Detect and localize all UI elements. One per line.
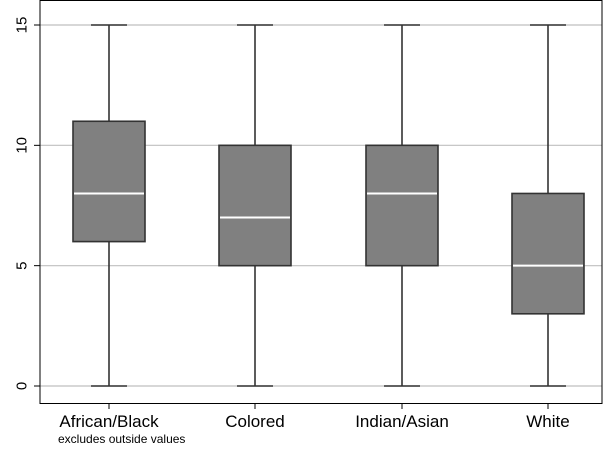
boxes	[72, 24, 585, 387]
category-label-4: White	[526, 412, 569, 431]
box-1	[72, 24, 146, 387]
y-tick-label-5: 5	[14, 261, 31, 269]
iqr-box	[365, 144, 439, 267]
box-3	[365, 24, 439, 387]
y-tick-label-15: 15	[14, 17, 31, 34]
category-label-2: Colored	[225, 412, 285, 431]
chart-note: excludes outside values	[58, 432, 185, 446]
category-label-3: Indian/Asian	[355, 412, 449, 431]
box-2	[218, 24, 292, 387]
iqr-box	[511, 192, 585, 315]
y-tick-label-10: 10	[14, 137, 31, 154]
iqr-box	[72, 120, 146, 243]
y-tick-label-0: 0	[14, 382, 31, 390]
axes	[34, 0, 603, 409]
iqr-box	[218, 144, 292, 267]
plot-frame	[39, 0, 603, 404]
box-4	[511, 24, 585, 387]
category-label-1: African/Black	[59, 412, 159, 431]
labels: 0 5 10 15 African/Black Colored Indian/Asian Wh…	[14, 17, 570, 431]
